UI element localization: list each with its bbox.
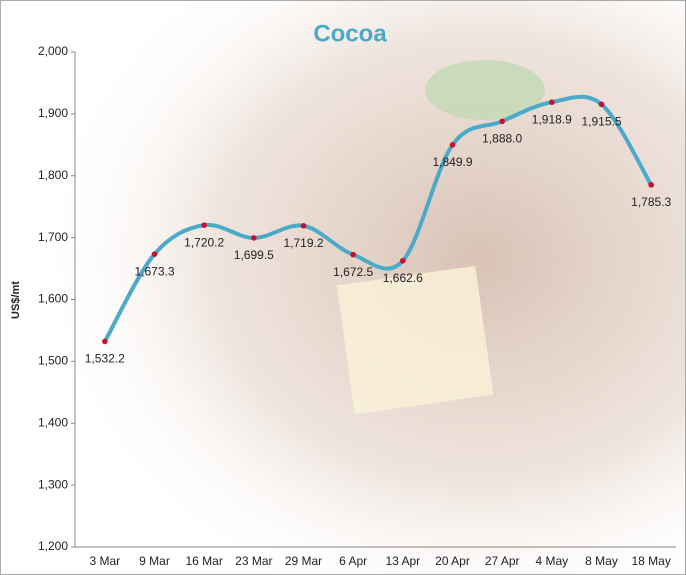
- y-tick-label: 1,200: [38, 539, 68, 553]
- data-label: 1,720.2: [184, 235, 224, 249]
- marker: [499, 118, 505, 125]
- x-tick-label: 4 May: [535, 554, 568, 568]
- marker: [549, 99, 555, 105]
- x-tick-label: 20 Apr: [435, 554, 470, 568]
- y-tick-label: 1,700: [38, 230, 68, 244]
- y-tick-label: 1,600: [38, 292, 68, 306]
- y-tick-label: 1,500: [38, 354, 68, 368]
- x-tick-label: 9 Mar: [139, 554, 170, 568]
- x-tick-label: 6 Apr: [339, 554, 367, 568]
- data-label: 1,849.9: [432, 155, 472, 169]
- data-label: 1,719.2: [283, 236, 323, 250]
- marker: [300, 222, 307, 229]
- background-shape: [425, 60, 545, 120]
- y-tick-label: 1,900: [38, 106, 68, 120]
- marker: [151, 251, 158, 257]
- data-label: 1,662.6: [383, 271, 423, 285]
- x-tick-label: 27 Apr: [485, 554, 520, 568]
- background-shape: [336, 265, 494, 415]
- data-label: 1,673.3: [134, 264, 174, 278]
- data-label: 1,672.5: [333, 265, 373, 279]
- x-tick-label: 23 Mar: [235, 554, 272, 568]
- data-label: 1,918.9: [532, 112, 572, 126]
- marker: [449, 142, 456, 148]
- data-label: 1,888.0: [482, 131, 522, 145]
- marker: [251, 235, 257, 241]
- data-label: 1,699.5: [234, 248, 274, 262]
- data-label: 1,785.3: [631, 195, 671, 209]
- y-tick-label: 1,800: [38, 168, 68, 182]
- y-tick-label: 1,300: [38, 477, 68, 491]
- y-tick-label: 1,400: [38, 415, 68, 429]
- data-label: 1,532.2: [85, 352, 125, 366]
- x-tick-label: 18 May: [631, 554, 670, 568]
- marker: [350, 251, 356, 258]
- marker: [201, 222, 207, 228]
- line: [103, 94, 653, 343]
- data-label: 1,915.5: [581, 114, 621, 128]
- chart-title: Cocoa: [313, 20, 387, 47]
- y-tick-label: 2,000: [38, 44, 68, 58]
- marker: [400, 257, 406, 264]
- y-axis-label: US$/mt: [10, 281, 22, 319]
- marker: [648, 182, 654, 188]
- x-tick-label: 29 Mar: [285, 554, 322, 568]
- x-tick-label: 16 Mar: [185, 554, 222, 568]
- x-tick-label: 13 Apr: [385, 554, 420, 568]
- x-tick-label: 3 Mar: [89, 554, 120, 568]
- marker: [598, 101, 605, 108]
- x-tick-label: 8 May: [585, 554, 618, 568]
- marker: [102, 338, 108, 345]
